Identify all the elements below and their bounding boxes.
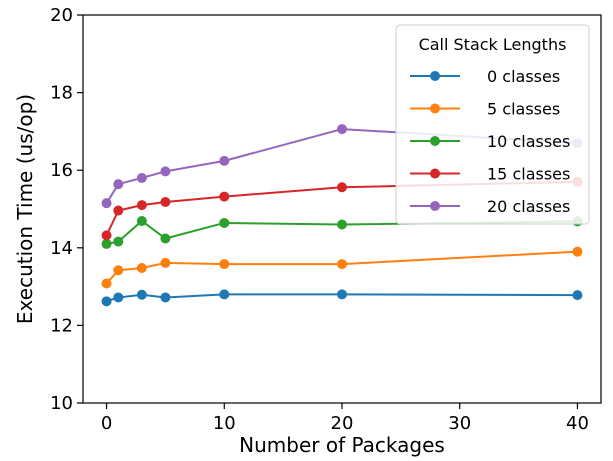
data-point [337,289,347,300]
data-point [101,278,112,289]
data-point [219,259,230,270]
legend-label: 10 classes [487,132,570,151]
data-point [160,166,171,177]
series-3 [101,176,583,241]
data-point [113,265,124,276]
legend-label: 0 classes [487,67,560,86]
y-tick-label: 12 [50,315,73,336]
legend-item: 10 classes [410,132,570,151]
data-point [101,238,112,249]
legend-swatch-marker [430,201,440,211]
data-point [160,233,171,244]
legend-swatch-marker [430,103,440,114]
x-axis: 0 10 20 30 40 [101,403,589,434]
data-point [101,230,112,241]
data-point [337,219,347,230]
data-point [572,246,583,257]
legend-item: 15 classes [410,165,570,184]
data-point [136,172,147,183]
x-tick-label: 0 [101,413,112,434]
data-point [136,289,147,300]
legend-label: 5 classes [487,100,560,119]
y-tick-label: 16 [50,160,73,181]
x-tick-label: 30 [448,413,471,434]
legend: Call Stack Lengths 0 classes 5 classes 10 … [395,24,590,225]
y-tick-label: 10 [50,393,73,414]
data-point [219,289,230,300]
data-point [572,290,583,301]
data-point [160,257,171,268]
series-0 [101,289,583,307]
x-tick-label: 10 [213,413,236,434]
data-point [136,200,147,211]
data-point [101,198,112,209]
legend-item: 5 classes [410,100,560,119]
data-point [337,124,347,135]
legend-swatch-marker [430,168,440,179]
y-tick-label: 18 [50,83,73,104]
data-point [219,155,230,166]
legend-label: 20 classes [487,197,570,216]
series-1 [101,246,583,289]
data-point [219,191,230,202]
data-point [160,292,171,303]
data-point [337,182,347,193]
legend-item: 0 classes [410,67,560,86]
y-tick-label: 20 [50,5,73,26]
data-point [337,259,347,270]
legend-box [395,24,590,225]
x-axis-label: Number of Packages [239,433,445,457]
data-point [101,296,112,307]
y-axis: 10 12 14 16 18 20 [50,5,83,414]
data-point [113,236,124,247]
data-point [136,216,147,227]
data-point [136,262,147,273]
y-tick-label: 14 [50,238,73,259]
legend-swatch-marker [430,136,440,146]
data-point [113,205,124,216]
data-point [113,292,124,303]
x-tick-label: 40 [566,413,589,434]
legend-swatch-marker [430,71,440,81]
legend-label: 15 classes [487,165,570,184]
data-point [113,179,124,190]
x-tick-label: 20 [331,413,354,434]
legend-title: Call Stack Lengths [419,35,567,54]
y-axis-label: Execution Time (us/op) [13,94,37,324]
legend-item: 20 classes [410,197,570,216]
data-point [160,197,171,208]
data-point [219,217,230,228]
